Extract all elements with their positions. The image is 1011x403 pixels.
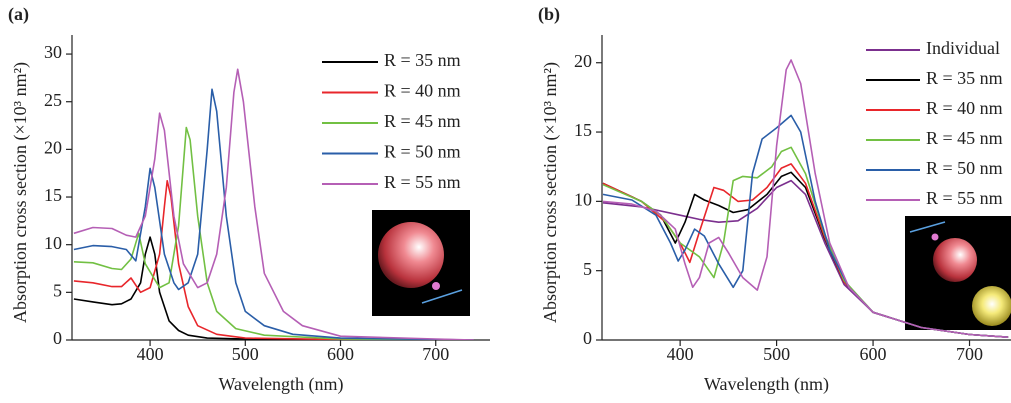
y-tick-label: 5: [53, 280, 62, 300]
x-tick-label: 600: [860, 344, 887, 364]
y-tick-label: 25: [44, 90, 62, 110]
x-tick-label: 400: [667, 344, 694, 364]
legend-label: R = 55 nm: [384, 172, 461, 192]
plot-area: [602, 59, 1009, 338]
legend-label: R = 50 nm: [926, 158, 1003, 178]
y-tick-label: 20: [44, 138, 62, 158]
legend-label: R = 55 nm: [926, 188, 1003, 208]
series-line: [73, 236, 474, 340]
x-tick-label: 400: [137, 344, 164, 364]
legend-label: R = 40 nm: [926, 98, 1003, 118]
legend-label: R = 40 nm: [384, 81, 461, 101]
x-axis-label: Wavelength (nm): [704, 374, 829, 395]
legend-label: Individual: [926, 38, 1000, 58]
y-tick-label: 5: [583, 259, 592, 279]
panel-label: (b): [538, 4, 560, 25]
legend-label: R = 35 nm: [926, 68, 1003, 88]
legend-label: R = 45 nm: [384, 111, 461, 131]
y-tick-label: 30: [44, 42, 62, 62]
x-tick-label: 700: [422, 344, 449, 364]
legend-label: R = 50 nm: [384, 142, 461, 162]
plot-area: [73, 68, 474, 340]
y-tick-label: 10: [44, 233, 62, 253]
x-tick-label: 500: [232, 344, 259, 364]
y-tick-label: 0: [53, 328, 62, 348]
legend-label: R = 45 nm: [926, 128, 1003, 148]
y-tick-label: 20: [574, 51, 592, 71]
series-line: [73, 68, 474, 340]
panel-label: (a): [8, 4, 29, 25]
x-tick-label: 500: [763, 344, 790, 364]
series-line: [73, 126, 474, 340]
inset-a: [372, 210, 470, 316]
series-line: [602, 59, 1009, 338]
y-tick-label: 15: [574, 120, 592, 140]
y-axis-label: Absorption cross section (×10³ nm²): [10, 62, 31, 323]
inset-b: [905, 216, 1011, 330]
series-line: [73, 180, 474, 340]
series-line: [73, 88, 474, 340]
legend: Individual R = 35 nm R = 40 nm R = 45 nm R =…: [866, 38, 1003, 208]
y-tick-label: 10: [574, 189, 592, 209]
y-tick-label: 0: [583, 328, 592, 348]
x-tick-label: 700: [956, 344, 983, 364]
legend-label: R = 35 nm: [384, 50, 461, 70]
x-tick-label: 600: [327, 344, 354, 364]
y-tick-label: 15: [44, 185, 62, 205]
legend: R = 35 nm R = 40 nm R = 45 nm R = 50 nm R = …: [322, 50, 461, 192]
x-axis-label: Wavelength (nm): [218, 374, 343, 395]
y-axis-label: Absorption cross section (×10³ nm²): [540, 62, 561, 323]
